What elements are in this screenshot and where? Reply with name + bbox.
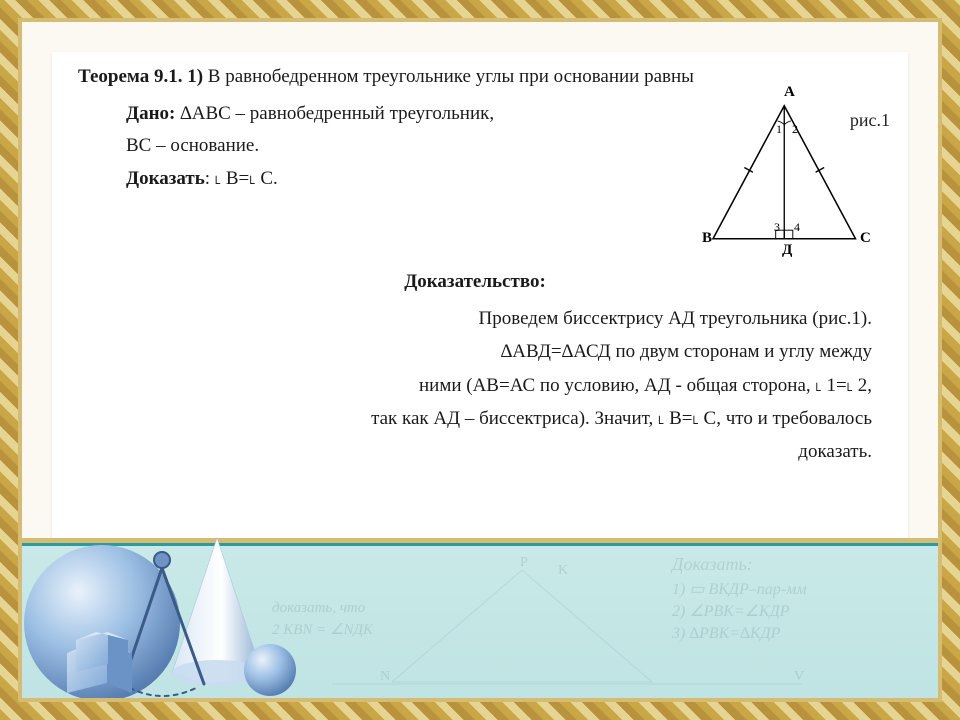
theorem-statement: В равнобедренном треугольнике углы при о… [208,66,694,87]
angle-4: 4 [794,220,800,235]
prove-text: ˪ В=˪ С. [215,163,278,195]
vertex-a: А [784,84,795,101]
vertex-b: В [702,230,712,247]
theorem-title: Теорема 9.1. 1) В равнобедренном треугол… [78,66,882,88]
angle-1: 1 [776,122,782,137]
decorative-frame: Теорема 9.1. 1) В равнобедренном треугол… [0,0,960,720]
prove-label: Доказать [126,168,205,189]
page-surface: Теорема 9.1. 1) В равнобедренном треугол… [18,18,942,702]
proof-line-4: так как АД – биссектриса). Значит, ˪ В=˪… [371,408,872,429]
given-label: Дано: [126,103,175,124]
figure-caption: рис.1 [850,110,890,131]
angle-2: 2 [792,122,798,137]
theorem-number: Теорема 9.1. 1) [78,66,203,87]
proof-line-1: Проведем биссектрису АД треугольника (ри… [479,308,872,329]
proof-line-3: ними (АВ=АС по условию, АД - общая сторо… [419,375,872,396]
content-card: Теорема 9.1. 1) В равнобедренном треугол… [52,52,908,558]
given-line-1: ∆АВС – равнобедренный треугольник, [180,103,494,124]
vertex-c: С [860,230,871,247]
proof-block: Доказательство: Проведем биссектрису АД … [78,265,882,469]
vertex-d: Д [782,242,792,259]
figure-triangle: А В С Д 1 2 3 4 рис.1 [694,92,884,272]
bottom-decorative-strip [22,543,938,698]
proof-line-5: доказать. [798,441,872,462]
proof-line-2: ∆АВД=∆АСД по двум сторонам и углу между [501,341,872,362]
angle-3: 3 [774,220,780,235]
